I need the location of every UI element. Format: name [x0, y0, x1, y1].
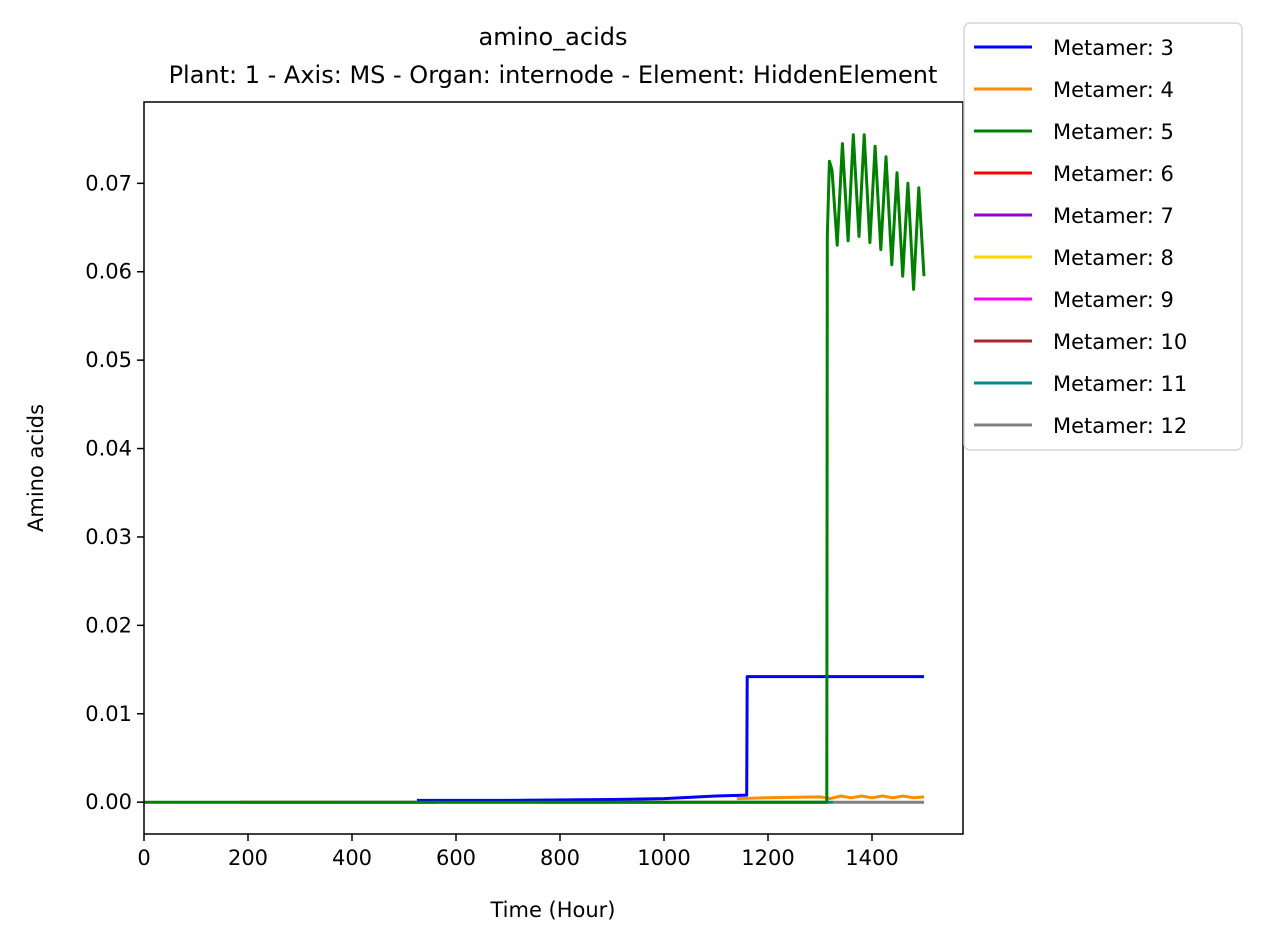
legend-label: Metamer: 7	[1053, 204, 1174, 228]
legend-label: Metamer: 10	[1053, 330, 1187, 354]
y-axis: 0.00 0.01 0.02 0.03 0.04 0.05 0.06 0.07	[85, 171, 144, 814]
y-tick-label: 0.07	[85, 171, 132, 195]
plot-lines	[144, 133, 926, 804]
y-tick-label: 0.00	[85, 790, 132, 814]
x-tick-label: 200	[228, 846, 268, 870]
x-axis: 0 200 400 600 800 1000 1200 1400	[137, 834, 899, 870]
x-tick-label: 1200	[741, 846, 794, 870]
y-axis-label: Amino acids	[24, 404, 48, 532]
x-tick-label: 600	[436, 846, 476, 870]
y-tick-label: 0.01	[85, 702, 132, 726]
x-tick-label: 400	[332, 846, 372, 870]
legend-label: Metamer: 12	[1053, 414, 1187, 438]
y-tick-label: 0.04	[85, 437, 132, 461]
y-tick-label: 0.05	[85, 348, 132, 372]
series-line-2	[736, 794, 925, 801]
x-tick-label: 0	[137, 846, 150, 870]
legend-box	[963, 22, 1243, 451]
legend-label: Metamer: 9	[1053, 288, 1174, 312]
chart-subtitle: Plant: 1 - Axis: MS - Organ: internode -…	[169, 61, 938, 89]
series-line-1	[417, 675, 924, 802]
legend-label: Metamer: 4	[1053, 78, 1174, 102]
legend-label: Metamer: 11	[1053, 372, 1187, 396]
y-tick-label: 0.03	[85, 525, 132, 549]
series-line-3	[144, 133, 926, 804]
y-tick-label: 0.06	[85, 260, 132, 284]
legend-label: Metamer: 8	[1053, 246, 1174, 270]
chart-title: amino_acids	[479, 23, 628, 51]
legend-label: Metamer: 3	[1053, 36, 1174, 60]
y-tick-label: 0.02	[85, 613, 132, 637]
x-tick-label: 800	[540, 846, 580, 870]
plot-frame	[143, 101, 964, 835]
x-tick-label: 1400	[845, 846, 898, 870]
legend-label: Metamer: 5	[1053, 120, 1174, 144]
legend: Metamer: 3 Metamer: 4 Metamer: 5 Metamer: 6…	[963, 22, 1243, 451]
legend-entries: Metamer: 3 Metamer: 4 Metamer: 5 Metamer: 6…	[974, 36, 1187, 438]
x-axis-label: Time (Hour)	[489, 898, 615, 922]
x-tick-label: 1000	[637, 846, 690, 870]
legend-label: Metamer: 6	[1053, 162, 1174, 186]
